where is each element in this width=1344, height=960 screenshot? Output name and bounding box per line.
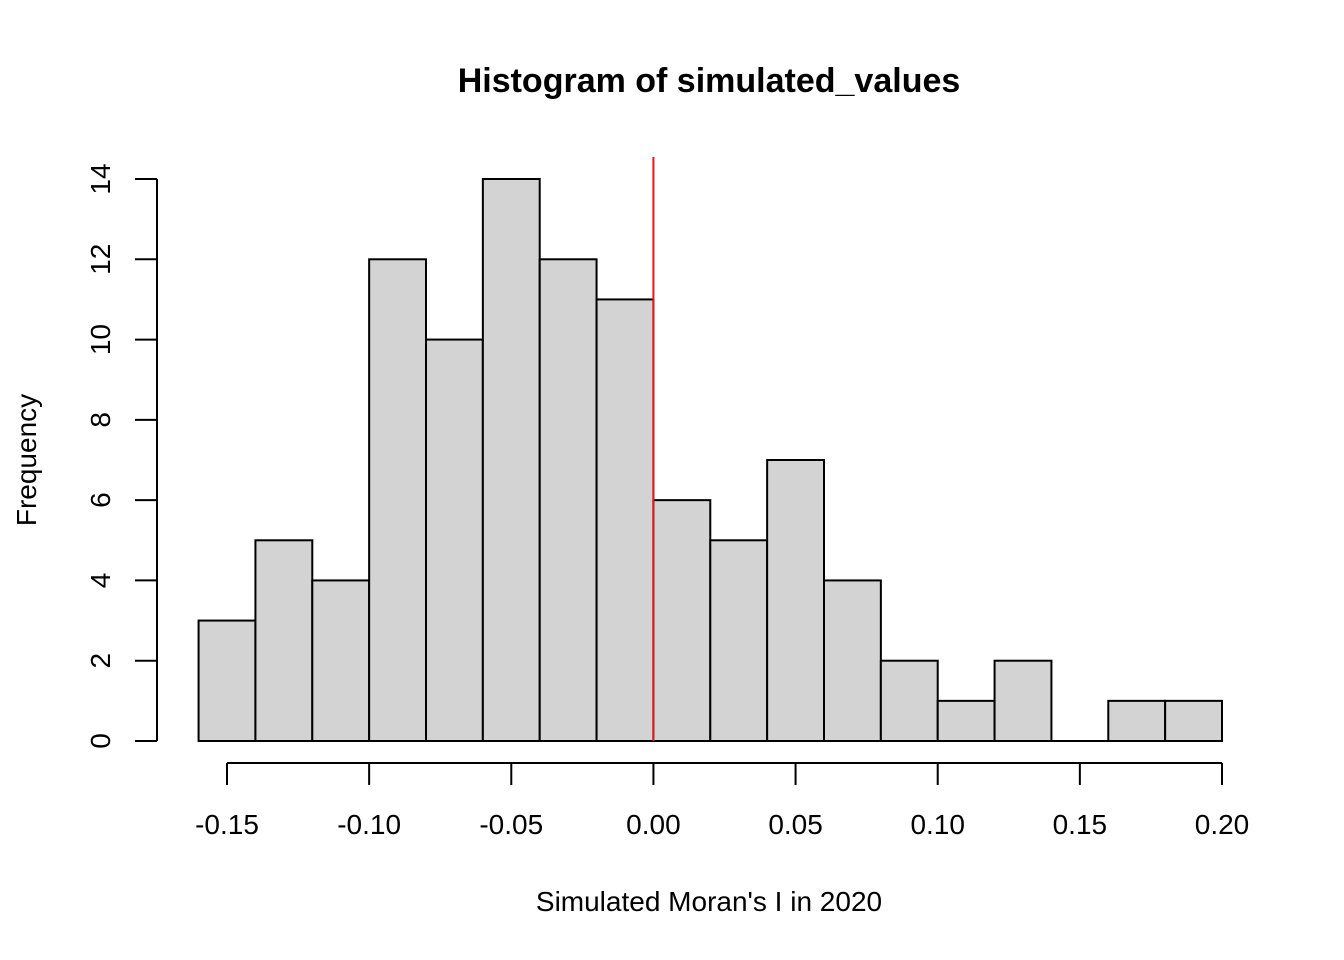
y-axis-label: Frequency (11, 394, 42, 526)
y-tick-label: 8 (85, 412, 116, 428)
y-tick-label: 10 (85, 324, 116, 355)
histogram-bar (368, 258, 427, 742)
x-tick-label: 0.20 (1195, 809, 1250, 840)
histogram-bar (652, 499, 712, 742)
y-tick-label: 14 (85, 163, 116, 194)
x-tick-label: -0.15 (195, 809, 259, 840)
histogram-bar (538, 258, 598, 742)
histogram-bar (823, 579, 882, 743)
histogram-bar (1107, 699, 1167, 742)
x-tick-label: -0.10 (337, 809, 401, 840)
histogram-bar (254, 539, 314, 742)
x-tick-label: -0.05 (479, 809, 543, 840)
histogram-bar (481, 178, 541, 742)
x-axis-label: Simulated Moran's I in 2020 (536, 886, 882, 917)
bars-group (197, 178, 1223, 743)
histogram-bar (197, 619, 257, 742)
x-tick-label: 0.00 (626, 809, 681, 840)
histogram-bar (1164, 699, 1223, 742)
histogram-bar (936, 699, 996, 742)
histogram-bar (595, 298, 655, 742)
x-tick-label: 0.05 (768, 809, 823, 840)
x-tick-label: 0.15 (1053, 809, 1108, 840)
y-tick-label: 2 (85, 653, 116, 669)
chart-title: Histogram of simulated_values (458, 62, 961, 100)
y-tick-label: 6 (85, 492, 116, 508)
y-tick-label: 12 (85, 244, 116, 275)
histogram-bar (993, 659, 1053, 743)
histogram-bar (425, 338, 484, 742)
y-tick-label: 0 (85, 733, 116, 749)
x-axis: -0.15 -0.10 -0.05 0.00 0.05 0.10 0.15 0.20 (195, 762, 1250, 840)
histogram-bar (311, 579, 371, 743)
y-axis: 0 2 4 6 8 10 12 14 (85, 163, 158, 749)
y-tick-label: 4 (85, 573, 116, 589)
histogram-bar (766, 459, 826, 742)
histogram-bar (879, 659, 939, 743)
x-tick-label: 0.10 (910, 809, 965, 840)
histogram-bar (709, 539, 769, 742)
